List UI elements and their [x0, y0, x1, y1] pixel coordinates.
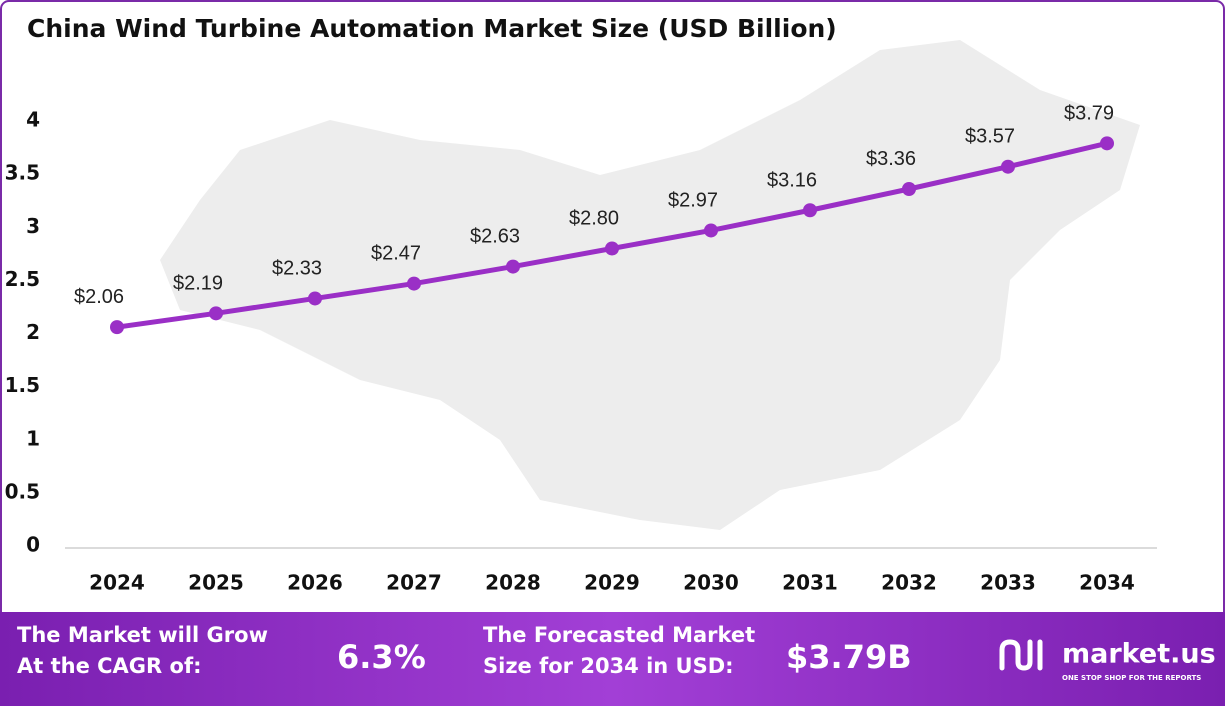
x-tick-label: 2031	[782, 571, 838, 595]
y-tick-label: 3.5	[5, 161, 40, 185]
y-tick-label: 0.5	[5, 479, 40, 503]
forecast-value: $3.79B	[786, 638, 912, 676]
point	[704, 223, 718, 238]
point	[209, 306, 223, 321]
y-tick-label: 1.5	[5, 373, 40, 397]
point	[407, 276, 421, 291]
point	[902, 182, 916, 196]
value-label: $2.47	[371, 243, 421, 265]
cagr-text: At the CAGR of:	[17, 654, 202, 678]
x-tick-label: 2024	[89, 571, 145, 595]
point	[308, 291, 322, 306]
point	[1100, 136, 1114, 151]
value-label: $3.57	[965, 126, 1015, 148]
y-tick-label: 3	[26, 214, 40, 238]
value-label: $2.19	[173, 272, 223, 294]
point	[803, 203, 817, 218]
tagline: ONE STOP SHOP FOR THE REPORTS	[1062, 674, 1201, 682]
forecast-text: Size for 2034 in USD:	[483, 654, 734, 678]
cagr-value: 6.3%	[337, 638, 426, 676]
y-tick-label: 2	[26, 320, 40, 344]
forecast-text: The Forecasted Market	[483, 623, 755, 647]
x-tick-label: 2032	[881, 571, 937, 595]
value-label: $3.36	[866, 148, 916, 170]
y-tick-label: 1	[26, 426, 40, 450]
x-tick-label: 2027	[386, 571, 442, 595]
y-tick-label: 4	[26, 108, 40, 132]
logo-icon	[999, 639, 1043, 671]
x-tick-label: 2030	[683, 571, 739, 595]
chart-title: China Wind Turbine Automation Market Siz…	[27, 14, 837, 43]
x-tick-label: 2033	[980, 571, 1036, 595]
banner	[0, 612, 1225, 706]
value-label: $2.97	[668, 189, 718, 211]
x-tick-label: 2029	[584, 571, 640, 595]
value-label: $2.63	[470, 226, 520, 248]
value-label: $2.33	[272, 257, 322, 279]
brand: market.us	[1062, 639, 1216, 670]
x-tick-label: 2034	[1079, 571, 1135, 595]
point	[506, 259, 520, 274]
x-tick-label: 2025	[188, 571, 244, 595]
map-background	[160, 40, 1140, 530]
cagr-text: The Market will Grow	[17, 623, 268, 647]
value-label: $2.06	[74, 286, 124, 308]
point	[110, 320, 124, 335]
point	[605, 241, 619, 256]
point	[1001, 159, 1015, 174]
x-tick-label: 2026	[287, 571, 343, 595]
value-label: $2.80	[569, 208, 619, 230]
y-tick-label: 0	[26, 533, 40, 557]
value-label: $3.79	[1064, 102, 1114, 124]
value-label: $3.16	[767, 169, 817, 191]
x-tick-label: 2028	[485, 571, 541, 595]
y-tick-label: 2.5	[5, 267, 40, 291]
